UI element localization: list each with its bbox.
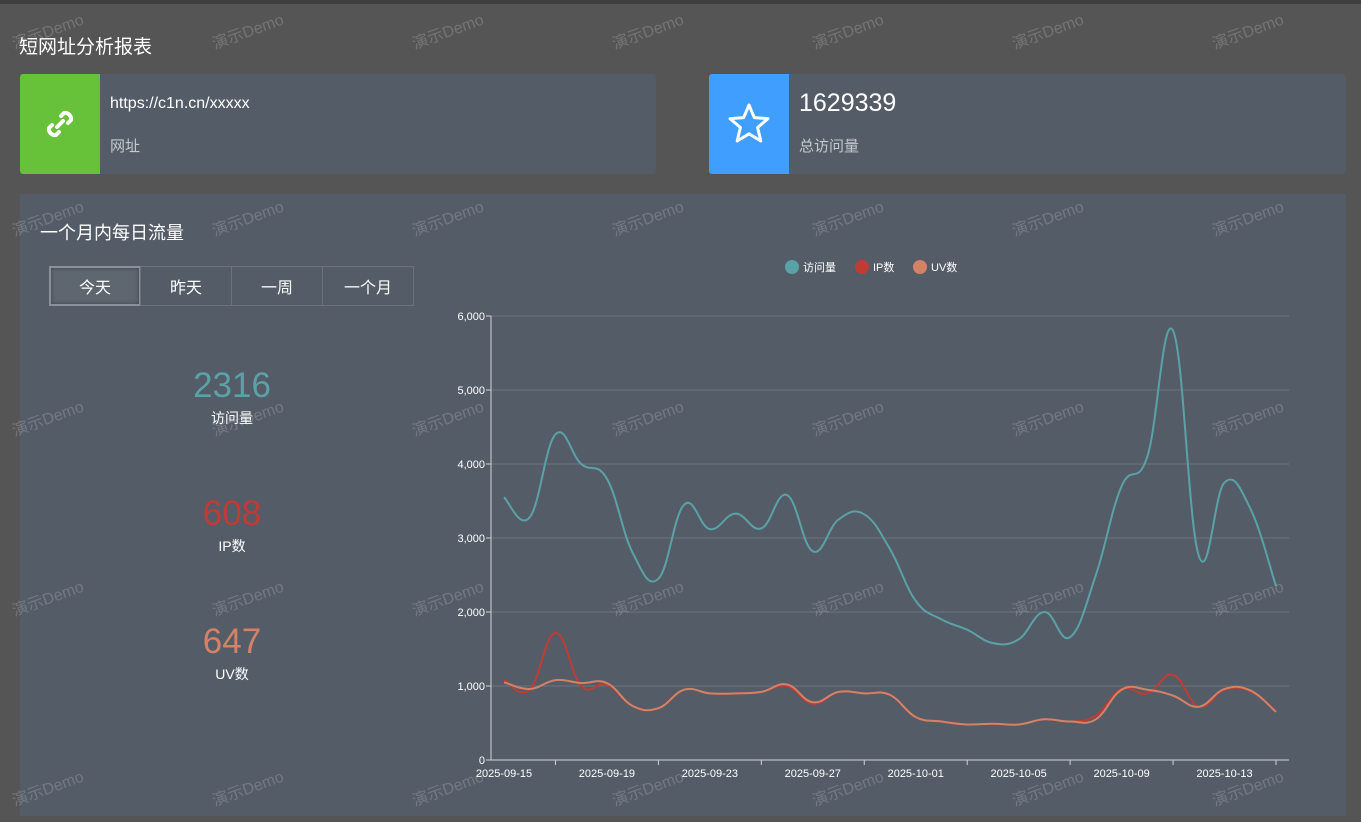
total-visits-label: 总访问量: [799, 138, 860, 155]
y-tick-label: 6,000: [457, 311, 485, 323]
url-label: 网址: [110, 138, 141, 155]
stat-visits-value: 2316: [193, 366, 271, 405]
x-tick-label: 2025-09-23: [682, 768, 738, 780]
range-button-group: 今天 昨天 一周 一个月: [49, 266, 414, 306]
x-tick-label: 2025-10-09: [1093, 768, 1149, 780]
legend-marker-0: [785, 260, 799, 274]
x-tick-label: 2025-10-05: [991, 768, 1047, 780]
series-line-0: [503, 327, 1277, 646]
stat-ip-value: 608: [202, 494, 262, 533]
x-tick-label: 2025-10-13: [1196, 768, 1252, 780]
stat-ip-label: IP数: [218, 538, 246, 554]
legend-marker-1: [855, 260, 869, 274]
total-visits-card: 1629339 总访问量: [709, 74, 1346, 174]
series-line-1: [503, 631, 1277, 726]
x-tick-label: 2025-09-15: [476, 768, 532, 780]
legend-label-1: IP数: [873, 261, 894, 274]
panel-title: 一个月内每日流量: [40, 223, 184, 243]
stat-uv: 647 UV数: [132, 622, 332, 684]
series-line-2: [503, 678, 1277, 726]
legend-label-2: UV数: [931, 261, 957, 274]
y-tick-label: 1,000: [457, 681, 485, 693]
stat-uv-value: 647: [202, 622, 262, 661]
x-tick-label: 2025-09-19: [579, 768, 635, 780]
y-tick-label: 5,000: [457, 385, 485, 397]
stat-ip: 608 IP数: [132, 494, 332, 556]
legend-marker-2: [913, 260, 927, 274]
x-tick-label: 2025-09-27: [785, 768, 841, 780]
total-visits-value: 1629339: [799, 89, 897, 117]
page-title: 短网址分析报表: [19, 37, 153, 58]
top-bar: [0, 0, 1361, 4]
stat-visits: 2316 访问量: [132, 366, 332, 428]
stat-uv-label: UV数: [215, 666, 249, 682]
stat-visits-label: 访问量: [211, 410, 253, 426]
month-button[interactable]: 一个月: [322, 266, 414, 306]
url-card: https://c1n.cn/xxxxx 网址: [20, 74, 656, 174]
x-tick-label: 2025-10-01: [888, 768, 944, 780]
link-icon: [20, 74, 100, 174]
star-icon: [709, 74, 789, 174]
legend-label-0: 访问量: [803, 261, 836, 274]
y-tick-label: 2,000: [457, 607, 485, 619]
url-value[interactable]: https://c1n.cn/xxxxx: [110, 95, 250, 112]
y-tick-label: 4,000: [457, 459, 485, 471]
today-button[interactable]: 今天: [49, 266, 141, 306]
y-tick-label: 0: [479, 755, 485, 767]
y-tick-label: 3,000: [457, 533, 485, 545]
